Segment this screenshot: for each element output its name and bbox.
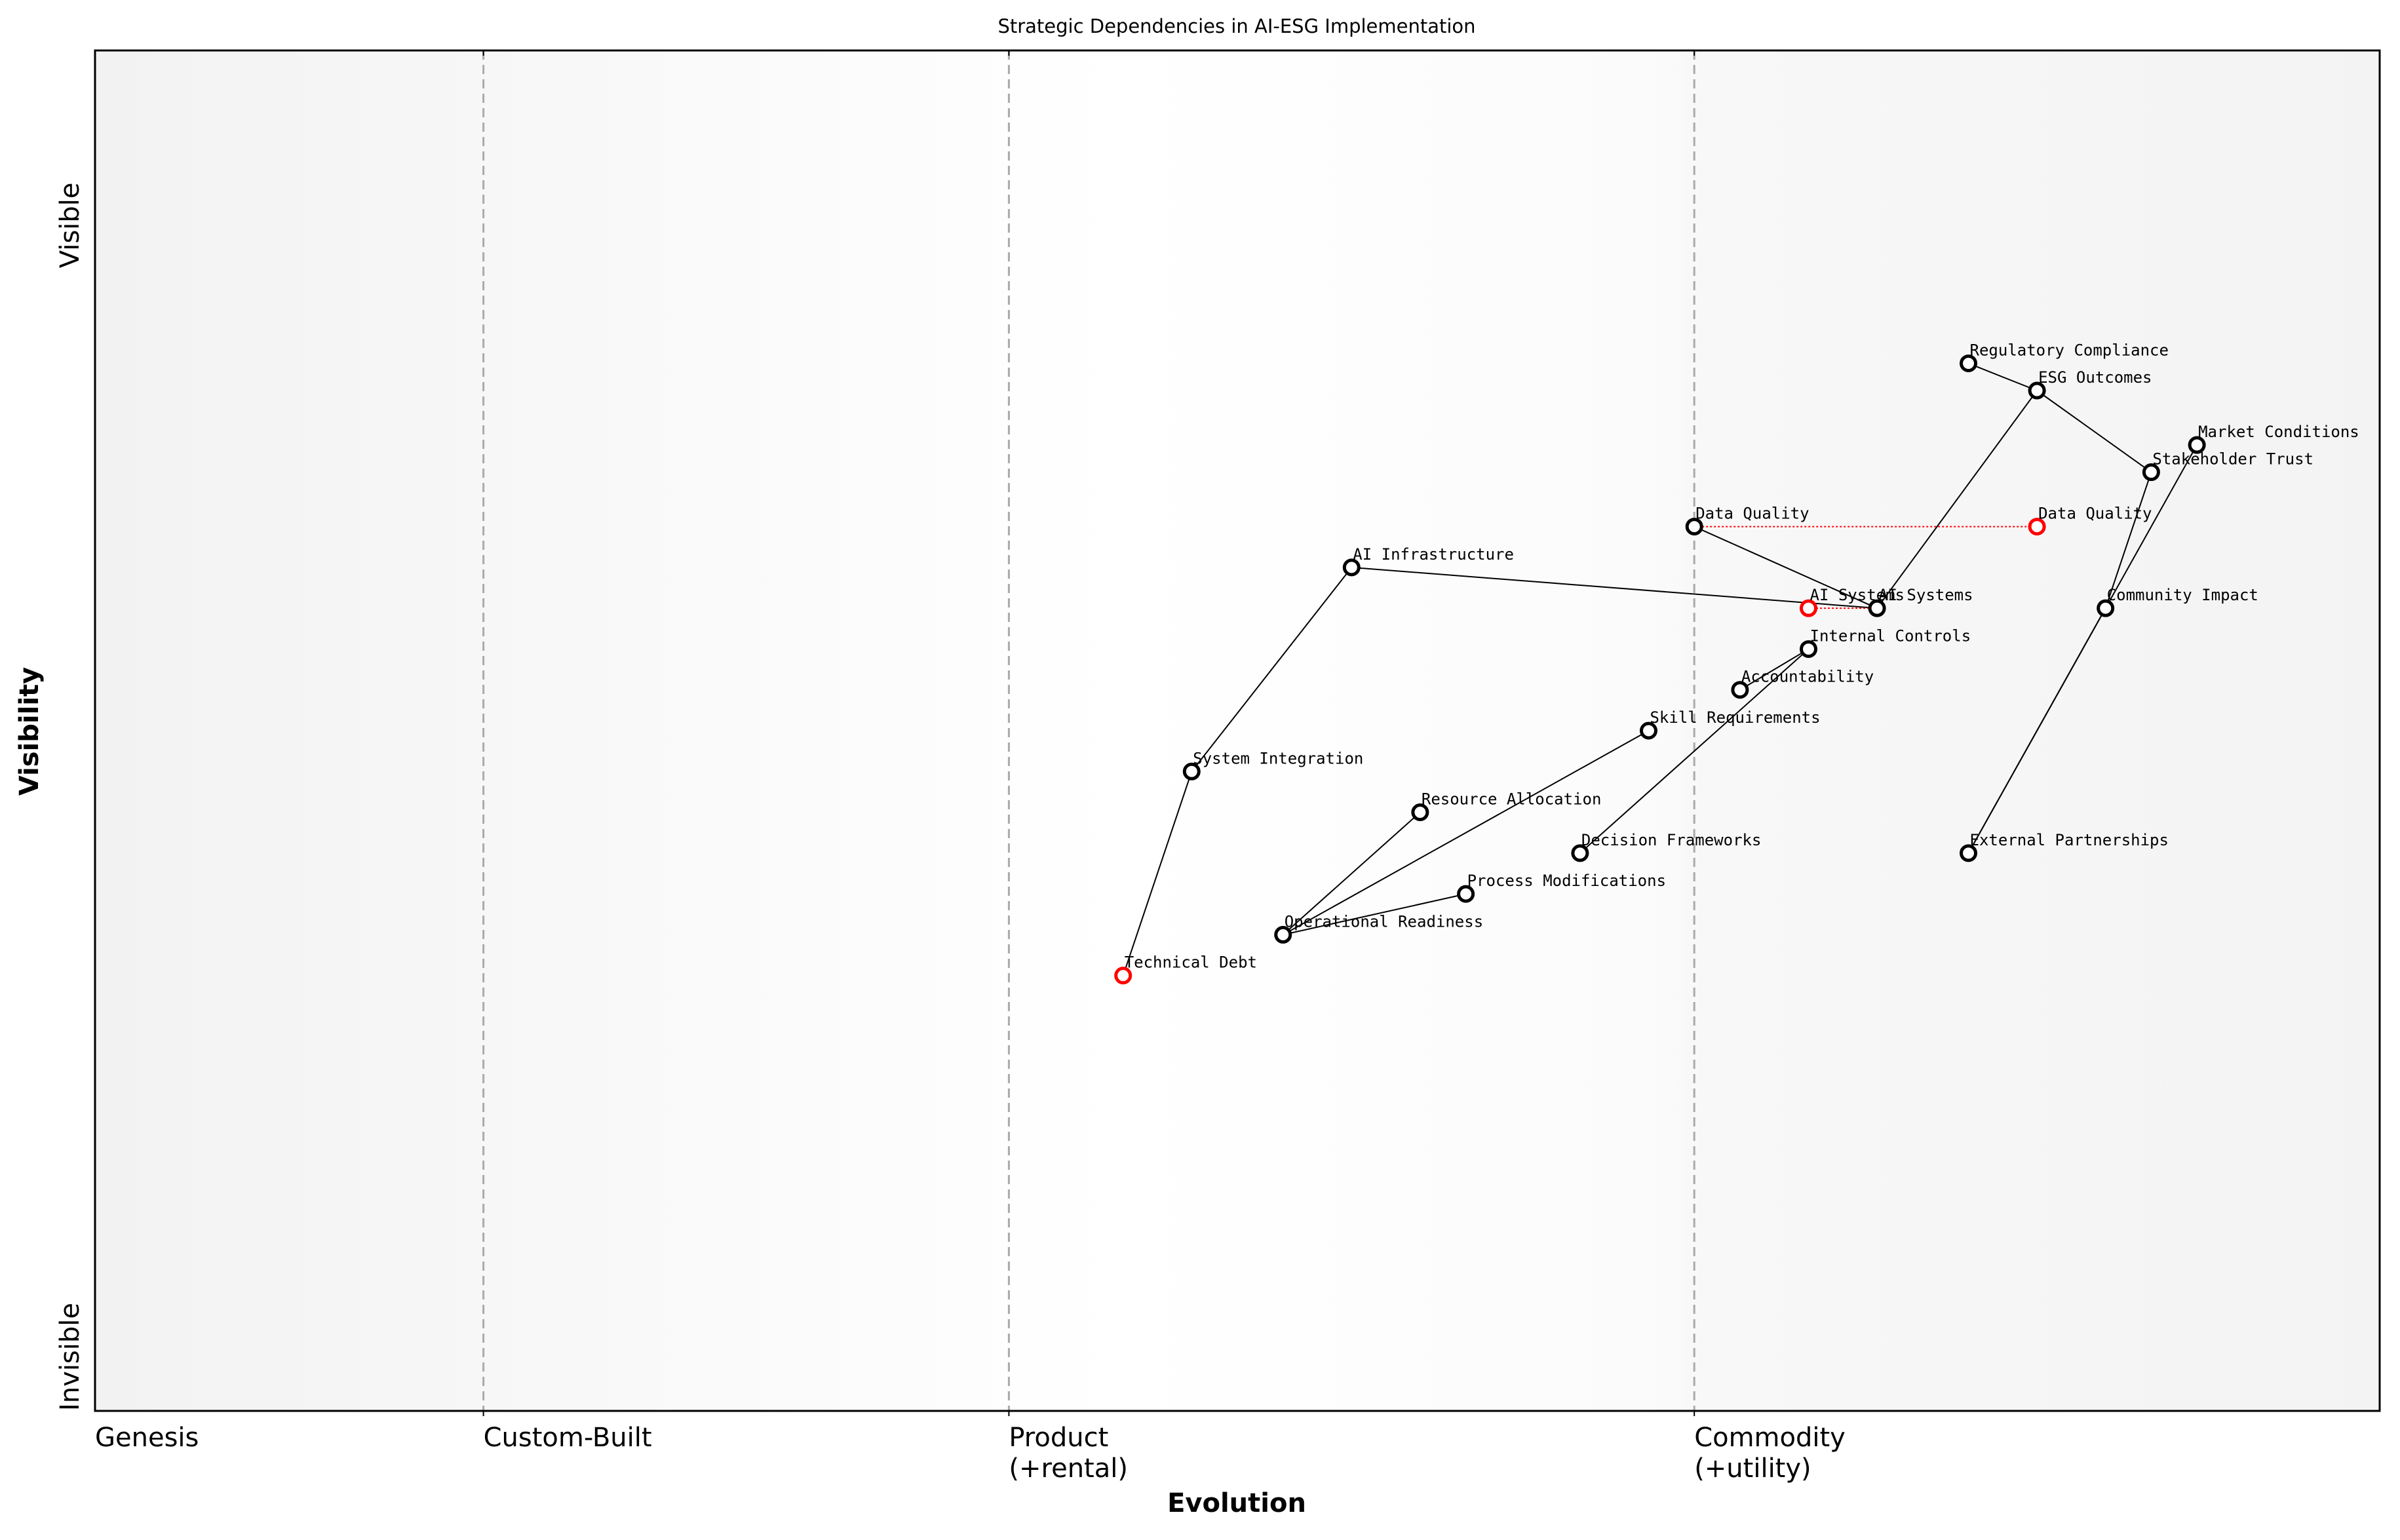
x-tick-label: Custom-Built <box>484 1423 652 1453</box>
link <box>1191 567 1353 772</box>
y-tick-label: Invisible <box>55 1303 85 1411</box>
evolved-node <box>1800 599 1817 617</box>
link <box>2104 472 2152 609</box>
x-tick-label-line: (+utility) <box>1694 1453 1811 1484</box>
component-node <box>1960 844 1978 862</box>
component-label: Operational Readiness <box>1285 912 1483 931</box>
x-tick-label-line: (+rental) <box>1009 1453 1128 1484</box>
component-label: Regulatory Compliance <box>1970 341 2169 359</box>
component-label: Resource Allocation <box>1422 790 1602 809</box>
component-label: External Partnerships <box>1970 831 2169 849</box>
component-label: Decision Frameworks <box>1581 831 1762 849</box>
component-node <box>1868 599 1886 617</box>
component-label: Internal Controls <box>1810 626 1971 645</box>
component-label: Stakeholder Trust <box>2152 450 2313 469</box>
component-node <box>1731 681 1749 699</box>
plot-frame <box>94 49 2381 1412</box>
component-node <box>1274 925 1292 944</box>
component-label: Technical Debt <box>1125 953 1257 972</box>
component-label: ESG Outcomes <box>2038 368 2152 387</box>
x-axis-label: Evolution <box>1167 1488 1306 1518</box>
plot-background <box>95 50 2380 1411</box>
component-node <box>1342 558 1361 577</box>
component-label: AI Infrastructure <box>1353 545 1514 564</box>
x-tick-label: Product (+rental) <box>1009 1423 1128 1484</box>
link <box>1283 893 1466 936</box>
component-node <box>1182 762 1201 780</box>
y-tick-label: Visible <box>55 182 85 268</box>
link <box>1283 730 1649 936</box>
component-node <box>1571 844 1589 862</box>
x-tick-label-line: Product <box>1009 1423 1108 1453</box>
chart-title: Strategic Dependencies in AI-ESG Impleme… <box>997 15 1475 37</box>
component-node <box>2028 381 2046 400</box>
component-node <box>2097 599 2115 617</box>
link <box>1694 526 1878 609</box>
link <box>1739 648 1810 691</box>
component-label: Process Modifications <box>1467 872 1666 890</box>
y-axis-label: Visibility <box>14 667 45 796</box>
component-node <box>1457 885 1475 903</box>
component-node <box>1639 722 1657 740</box>
x-tick-label: Commodity (+utility) <box>1694 1423 1846 1484</box>
component-node <box>1114 967 1132 985</box>
link <box>1579 648 1810 854</box>
link <box>1967 607 2106 854</box>
x-tick-label-line: Commodity <box>1694 1423 1846 1453</box>
x-tick-label: Genesis <box>95 1423 199 1453</box>
component-label: AI Systems <box>1878 586 1973 604</box>
link <box>1351 566 1878 609</box>
component-label: Community Impact <box>2107 586 2258 604</box>
component-node <box>1960 354 1978 372</box>
component-label: Skill Requirements <box>1650 708 1820 727</box>
component-node <box>1685 518 1703 536</box>
evolved-label: AI Systems <box>1810 586 1905 604</box>
component-label: Market Conditions <box>2198 423 2359 441</box>
component-label: Data Quality <box>1695 505 1809 523</box>
link <box>1122 771 1193 976</box>
link <box>2036 390 2152 473</box>
evolved-label: Data Quality <box>2038 505 2152 523</box>
component-label: Accountability <box>1741 668 1874 686</box>
component-node <box>2188 436 2206 454</box>
component-node <box>1411 803 1429 822</box>
link <box>1876 390 2038 609</box>
link <box>1283 811 1421 936</box>
component-label: System Integration <box>1193 749 1363 767</box>
component-node <box>1800 640 1817 658</box>
evolved-node <box>2028 518 2046 536</box>
component-node <box>2142 463 2160 482</box>
link <box>1968 362 2038 391</box>
